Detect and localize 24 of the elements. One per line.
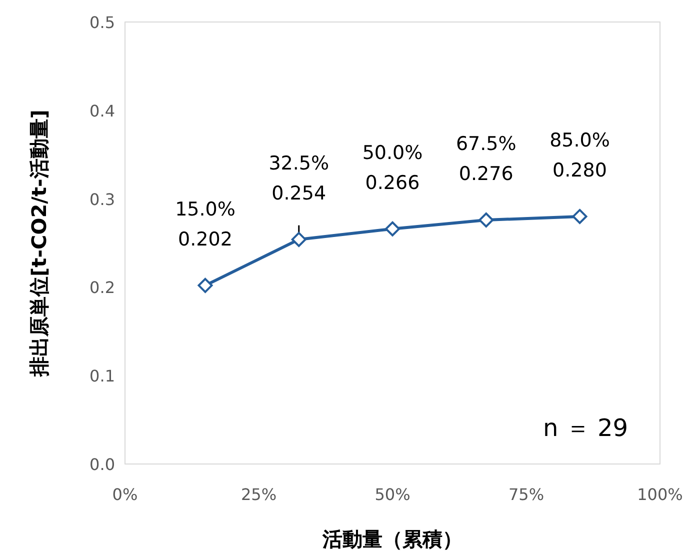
y-tick-label: 0.0: [90, 455, 115, 474]
y-tick-label: 0.1: [90, 366, 115, 386]
data-label: 32.5% 0.254: [268, 152, 330, 204]
data-label: 50.0% 0.266: [362, 142, 423, 194]
x-tick-label: 75%: [508, 485, 544, 504]
y-tick-label: 0.3: [90, 190, 115, 209]
point: [572, 208, 588, 224]
point: [478, 212, 494, 228]
y-tick-label: 0.4: [90, 101, 115, 120]
y-axis-title: 排出原単位[t-CO2/t-活動量]: [27, 110, 51, 378]
point: [385, 221, 400, 236]
x-axis-title: 活動量（累積）: [322, 527, 462, 551]
annotation: n ＝ 29: [542, 414, 628, 442]
x-tick-label: 50%: [374, 485, 410, 504]
y-tick-label: 0.2: [90, 278, 115, 298]
point: [198, 278, 213, 293]
point: [291, 232, 306, 247]
data-label: 15.0% 0.202: [175, 198, 236, 250]
data-label: 67.5% 0.276: [456, 133, 516, 186]
data-label: 85.0% 0.280: [550, 129, 610, 182]
x-tick-label: 25%: [240, 485, 277, 504]
y-tick-label: 0.5: [90, 13, 115, 32]
x-tick-label: 0%: [112, 485, 138, 504]
x-tick-label: 100%: [637, 485, 683, 504]
